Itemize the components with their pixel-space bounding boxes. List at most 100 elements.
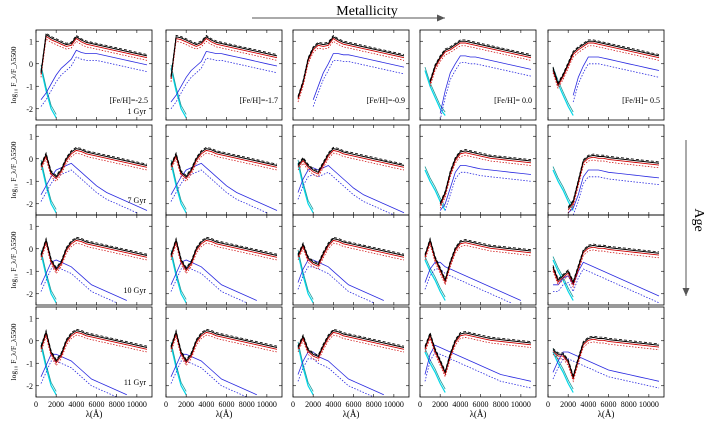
x-tick-label: 2000	[178, 400, 194, 409]
blue-component-dotted-line	[170, 266, 247, 304]
teal-component-line	[40, 64, 57, 115]
y-axis-label: log₁₀ F_λ/F_λ5500	[9, 323, 18, 380]
total-spectrum-line	[567, 154, 660, 209]
cyan-component-line	[170, 345, 187, 396]
panel-r3-c4: 0 2000 4000 6000 8000 10000 λ(Å)	[546, 306, 665, 419]
total-dashed-line	[429, 39, 532, 81]
blue-component-line	[567, 169, 660, 214]
cyan-component-line	[170, 163, 187, 214]
teal-component-line	[170, 159, 187, 210]
x-tick-label: 2000	[305, 400, 321, 409]
age-annotation: 7 Gyr	[128, 196, 147, 205]
x-tick-label: 0	[164, 400, 168, 409]
panel-r0-c0: -2 -1 0 1 log₁₀ F_λ/F_λ5500 [Fe/H]=-2.5 1 Gyr	[9, 29, 153, 121]
metallicity-label: Metallicity	[336, 4, 397, 19]
total-spectrum-line	[439, 150, 532, 205]
metallicity-annotation: [Fe/H]= 0.5	[622, 96, 660, 105]
x-axis-label: λ(Å)	[86, 409, 103, 419]
blue-component-dotted-line	[439, 62, 532, 121]
teal-component-line	[170, 249, 187, 300]
panel-r0-c3: [Fe/H]= 0.0	[419, 29, 537, 121]
red-component-line	[429, 42, 532, 84]
total-dashed-line	[40, 328, 148, 361]
age-annotation: 11 Gyr	[124, 378, 146, 387]
blue-component-dotted-line	[170, 169, 268, 214]
teal-component-line	[297, 341, 314, 392]
total-spectrum-line	[552, 336, 660, 379]
y-tick-label: 1	[29, 314, 33, 323]
age-annotation: 10 Gyr	[124, 286, 147, 295]
total-spectrum-line	[424, 238, 532, 282]
metallicity-annotation: [Fe/H]=-1.7	[239, 96, 278, 105]
metallicity-annotation: [Fe/H]=-2.5	[109, 96, 148, 105]
x-tick-label: 6000	[346, 400, 362, 409]
red-component-dotted-line	[552, 45, 660, 90]
total-dashed-line	[40, 32, 148, 72]
panel-r1-c3	[419, 124, 537, 216]
panel-r2-c0: -2 -1 0 1 log₁₀ F_λ/F_λ5500 10 Gyr	[9, 214, 153, 306]
y-tick-label: 1	[29, 37, 33, 46]
x-tick-label: 6000	[601, 400, 617, 409]
cyan-component-line	[297, 163, 314, 214]
red-component-line	[297, 149, 405, 175]
red-component-line	[40, 35, 148, 75]
panel-r2-c1	[165, 214, 283, 306]
x-axis-label: λ(Å)	[470, 409, 487, 419]
blue-component-dotted-line	[170, 360, 247, 398]
x-axis-label: λ(Å)	[216, 409, 233, 419]
x-tick-label: 0	[34, 400, 38, 409]
metallicity-annotation: [Fe/H]=-0.9	[366, 96, 405, 105]
y-axis-label: log₁₀ F_λ/F_λ5500	[9, 141, 18, 198]
panel-r1-c1	[165, 124, 283, 216]
blue-component-line	[40, 162, 148, 211]
red-component-dotted-line	[40, 334, 148, 367]
y-tick-label: 0	[29, 245, 33, 254]
cyan-component-line	[40, 163, 57, 214]
red-component-dotted-line	[40, 152, 148, 182]
red-component-dotted-line	[297, 152, 405, 178]
y-tick-label: 1	[29, 222, 33, 231]
total-spectrum-line	[40, 148, 148, 178]
blue-component-line	[552, 351, 660, 382]
x-tick-label: 2000	[48, 400, 64, 409]
age-label: Age	[691, 208, 705, 231]
panel-grid: -2 -1 0 1 log₁₀ F_λ/F_λ5500 [Fe/H]=-2.5 1 Gyr […	[9, 29, 665, 419]
total-spectrum-line	[552, 40, 660, 86]
y-tick-label: 1	[29, 132, 33, 141]
panel-frame	[547, 29, 665, 121]
teal-component-line	[552, 66, 574, 113]
total-dashed-line	[552, 335, 660, 377]
panel-r3-c2: 0 2000 4000 6000 8000 10000 λ(Å)	[291, 306, 410, 419]
red-component-line	[424, 334, 532, 376]
total-spectrum-line	[297, 330, 405, 358]
panel-frame	[292, 124, 410, 216]
age-annotation: 1 Gyr	[128, 107, 147, 116]
red-component-line	[297, 331, 405, 359]
panel-r1-c2	[292, 124, 410, 216]
panel-frame	[165, 29, 283, 121]
total-spectrum-line	[40, 33, 148, 73]
total-dashed-line	[424, 331, 532, 373]
cyan-component-line	[170, 68, 187, 119]
total-dashed-line	[552, 39, 660, 84]
blue-component-dotted-line	[572, 176, 660, 216]
red-component-dotted-line	[552, 249, 660, 288]
blue-component-dotted-line	[40, 360, 117, 398]
y-tick-label: -1	[26, 177, 33, 186]
red-component-dotted-line	[170, 242, 278, 275]
y-axis-label: log₁₀ F_λ/F_λ5500	[9, 46, 18, 103]
total-dashed-line	[40, 236, 148, 269]
cyan-component-line	[297, 253, 314, 304]
total-dashed-line	[297, 328, 405, 356]
panel-frame	[292, 29, 410, 121]
blue-component-line	[170, 162, 278, 211]
y-tick-label: -1	[26, 267, 33, 276]
panel-r3-c0: -2 -1 0 1 log₁₀ F_λ/F_λ5500 0 2000 4000 6000 8000…	[9, 306, 153, 419]
red-component-line	[552, 338, 660, 381]
x-tick-label: 4000	[452, 400, 468, 409]
blue-component-dotted-line	[444, 171, 532, 211]
total-dashed-line	[297, 146, 405, 172]
red-component-dotted-line	[567, 159, 660, 214]
teal-component-line	[424, 348, 446, 390]
blue-component-line	[439, 165, 532, 211]
